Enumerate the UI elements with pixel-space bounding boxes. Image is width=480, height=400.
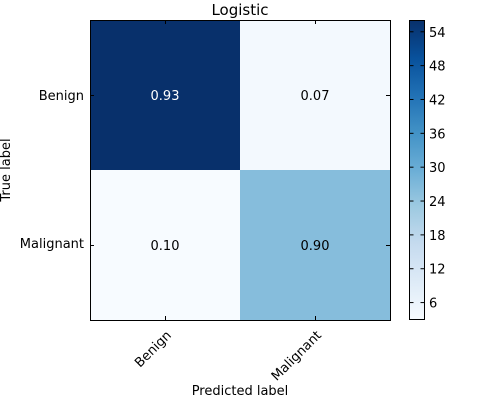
colorbar-tick-label: 18 [429, 229, 446, 244]
cell-value-0-1: 0.07 [301, 89, 330, 104]
y-tick-label-benign: Benign [39, 89, 84, 104]
colorbar-ticks: 6 12 18 24 30 36 42 48 54 [409, 26, 446, 312]
x-tick-label-malignant: Malignant [269, 328, 325, 384]
heatmap-cell-0-0 [90, 20, 240, 170]
x-axis-label: Predicted label [192, 384, 289, 399]
colorbar-tick-label: 36 [429, 127, 446, 142]
cell-value-1-0: 0.10 [151, 239, 180, 254]
cell-value-labels: 0.93 0.07 0.10 0.90 [151, 89, 330, 254]
colorbar-tick-label: 24 [429, 195, 446, 210]
colorbar-tick-label: 12 [429, 263, 446, 278]
cell-value-1-1: 0.90 [301, 239, 330, 254]
x-tick-label-benign: Benign [132, 328, 175, 371]
y-axis-label: True label [0, 138, 14, 202]
colorbar-tick-label: 30 [429, 161, 446, 176]
y-tick-labels: Benign Malignant [20, 89, 84, 252]
heatmap-cell-0-1 [240, 20, 390, 170]
cell-value-0-0: 0.93 [151, 89, 180, 104]
heatmap-cell-1-1 [240, 170, 390, 320]
plot-frame [90, 20, 391, 321]
colorbar-tick-label: 42 [429, 93, 446, 108]
colorbar-tick-label: 54 [429, 26, 446, 41]
colorbar-tick-label: 6 [429, 297, 437, 312]
axis-ticks [90, 20, 390, 320]
chart-title: Logistic [211, 1, 268, 19]
heatmap-cell-1-0 [90, 170, 240, 320]
colorbar-tick-label: 48 [429, 60, 446, 75]
y-tick-label-malignant: Malignant [20, 237, 84, 252]
heatmap-cells [90, 20, 390, 320]
colorbar [409, 20, 425, 320]
x-tick-labels: Benign Malignant [132, 328, 325, 384]
